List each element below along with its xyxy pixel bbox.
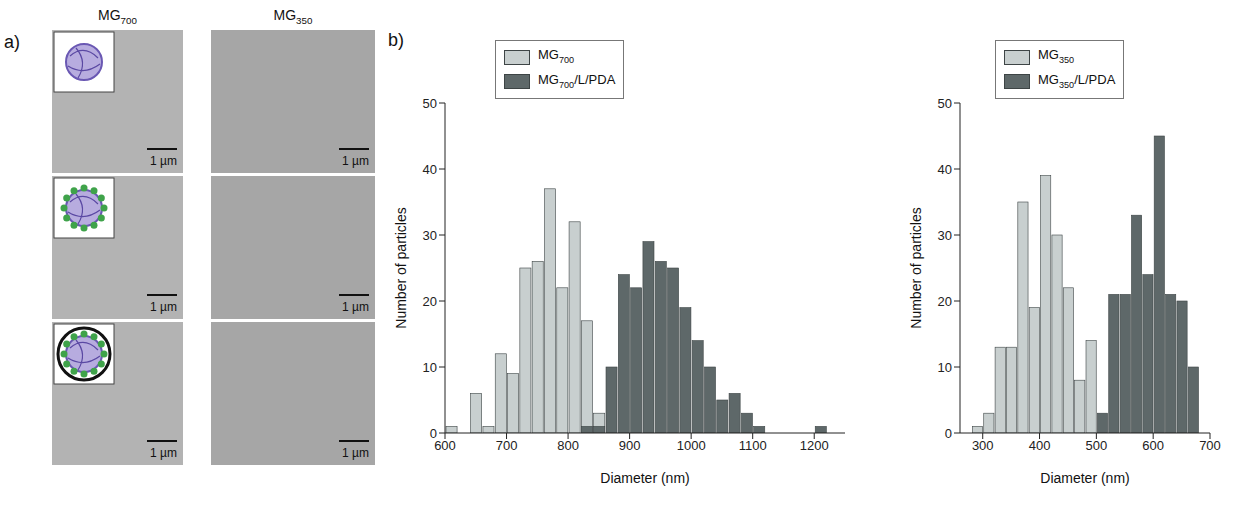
svg-text:30: 30: [423, 228, 437, 243]
svg-text:600: 600: [1142, 438, 1164, 453]
svg-text:Number of particles: Number of particles: [908, 207, 924, 328]
svg-text:30: 30: [938, 228, 952, 243]
svg-text:50: 50: [938, 96, 952, 111]
svg-text:0: 0: [945, 426, 952, 441]
svg-text:40: 40: [423, 162, 437, 177]
html-text:MG350: MG350: [1038, 47, 1075, 65]
html-text:MG350/L/PDA: MG350/L/PDA: [1038, 71, 1116, 90]
svg-text:800: 800: [557, 438, 579, 453]
html-text:b): b): [388, 30, 404, 50]
svg-text:1 µm: 1 µm: [342, 446, 369, 460]
svg-text:10: 10: [938, 360, 952, 375]
svg-text:20: 20: [423, 294, 437, 309]
svg-text:MG700: MG700: [98, 7, 137, 26]
svg-text:1100: 1100: [739, 438, 767, 453]
svg-text:1 µm: 1 µm: [150, 154, 177, 168]
svg-text:1 µm: 1 µm: [150, 300, 177, 314]
svg-text:40: 40: [938, 162, 952, 177]
svg-text:900: 900: [619, 438, 641, 453]
svg-text:20: 20: [938, 294, 952, 309]
svg-text:1 µm: 1 µm: [342, 300, 369, 314]
svg-text:10: 10: [423, 360, 437, 375]
svg-text:400: 400: [1029, 438, 1051, 453]
svg-text:1 µm: 1 µm: [342, 154, 369, 168]
svg-text:1 µm: 1 µm: [150, 446, 177, 460]
svg-text:50: 50: [423, 96, 437, 111]
svg-text:Diameter (nm): Diameter (nm): [1040, 470, 1129, 486]
svg-text:700: 700: [1199, 438, 1221, 453]
svg-text:600: 600: [434, 438, 456, 453]
svg-text:Diameter (nm): Diameter (nm): [600, 470, 689, 486]
svg-text:0: 0: [430, 426, 437, 441]
svg-text:300: 300: [972, 438, 994, 453]
svg-text:MG350: MG350: [274, 7, 313, 26]
svg-text:1200: 1200: [800, 438, 829, 453]
svg-text:500: 500: [1086, 438, 1108, 453]
svg-text:700: 700: [496, 438, 518, 453]
html-text:MG700/L/PDA: MG700/L/PDA: [538, 71, 616, 90]
svg-text:1000: 1000: [677, 438, 706, 453]
svg-text:Number of particles: Number of particles: [393, 207, 409, 328]
svg-text:a): a): [4, 32, 20, 52]
html-text:MG700: MG700: [538, 47, 575, 65]
